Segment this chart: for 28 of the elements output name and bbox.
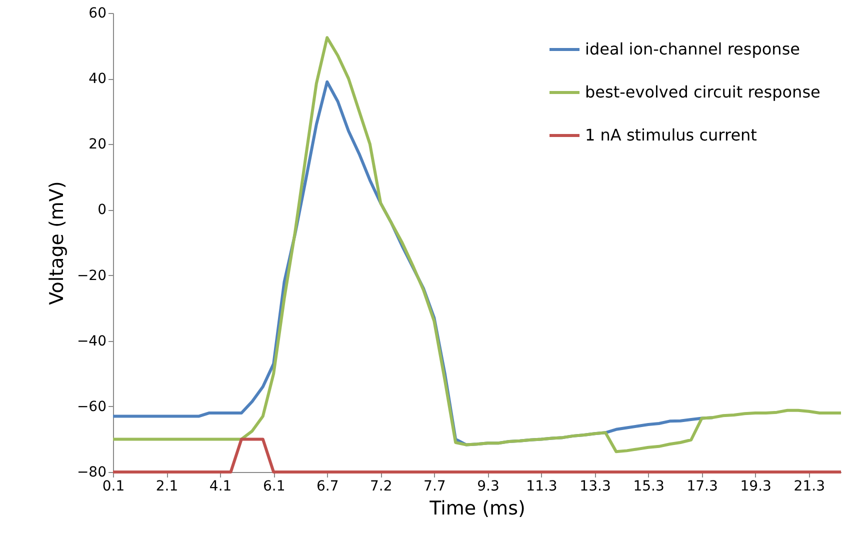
x-tick-label: 6.1 [262, 478, 286, 494]
x-tick-label: 7.2 [370, 478, 392, 494]
x-tick-label: 11.3 [526, 478, 558, 494]
y-axis-title: Voltage (mV) [46, 181, 68, 305]
y-tick-label: 20 [88, 136, 106, 153]
x-tick-label: 0.1 [102, 478, 125, 494]
legend-label: 1 nA stimulus current [585, 126, 757, 144]
x-axis-title: Time (ms) [428, 498, 526, 520]
x-tick-label: 4.1 [209, 478, 232, 494]
x-tick-label: 13.3 [580, 478, 611, 494]
y-tick-label: 60 [88, 6, 106, 22]
x-tick-label: 21.3 [794, 478, 825, 494]
y-tick-label: −40 [76, 333, 106, 350]
x-tick-label: 19.3 [740, 478, 772, 494]
x-tick-label: 15.3 [633, 478, 664, 494]
x-tick-label: 2.1 [156, 478, 178, 494]
line-series [112, 36, 842, 454]
y-tick-label: −80 [76, 464, 106, 480]
x-tick-label: 17.3 [686, 478, 718, 494]
y-tick-label: −60 [76, 398, 106, 415]
x-tick-label: 6.7 [316, 478, 339, 494]
x-tick-label: 7.7 [424, 478, 446, 494]
y-tick-label: 0 [98, 202, 106, 218]
legend-label: ideal ion-channel response [585, 40, 800, 58]
y-tick-label: 40 [88, 71, 106, 88]
y-tick-label: −20 [76, 268, 106, 284]
legend-label: best-evolved circuit response [585, 82, 820, 102]
x-tick-label: 9.3 [477, 478, 500, 494]
